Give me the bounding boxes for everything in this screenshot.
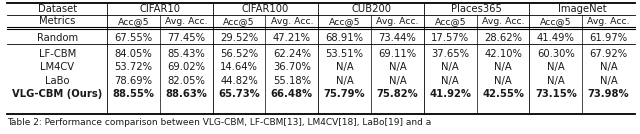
- Text: 73.98%: 73.98%: [588, 89, 629, 99]
- Text: 73.44%: 73.44%: [379, 33, 417, 43]
- Text: Avg. Acc.: Avg. Acc.: [482, 17, 524, 26]
- Text: Acc@5: Acc@5: [540, 17, 572, 26]
- Text: 88.55%: 88.55%: [113, 89, 154, 99]
- Text: 67.92%: 67.92%: [589, 49, 628, 59]
- Text: Acc@5: Acc@5: [435, 17, 466, 26]
- Text: 69.11%: 69.11%: [378, 49, 417, 59]
- Text: 37.65%: 37.65%: [431, 49, 469, 59]
- Text: Avg. Acc.: Avg. Acc.: [376, 17, 419, 26]
- Text: 82.05%: 82.05%: [167, 76, 205, 85]
- Text: 77.45%: 77.45%: [167, 33, 205, 43]
- Text: N/A: N/A: [336, 62, 353, 72]
- Text: 44.82%: 44.82%: [220, 76, 258, 85]
- Text: 78.69%: 78.69%: [115, 76, 152, 85]
- Text: 85.43%: 85.43%: [168, 49, 205, 59]
- Text: CIFAR100: CIFAR100: [242, 4, 289, 14]
- Text: 47.21%: 47.21%: [273, 33, 311, 43]
- Text: 28.62%: 28.62%: [484, 33, 522, 43]
- Text: LM4CV: LM4CV: [40, 62, 74, 72]
- Text: 14.64%: 14.64%: [220, 62, 258, 72]
- Text: Acc@5: Acc@5: [329, 17, 360, 26]
- Text: Random: Random: [36, 33, 78, 43]
- Text: 62.24%: 62.24%: [273, 49, 311, 59]
- Text: 60.30%: 60.30%: [537, 49, 575, 59]
- Text: 41.49%: 41.49%: [537, 33, 575, 43]
- Text: 75.79%: 75.79%: [324, 89, 365, 99]
- Text: Avg. Acc.: Avg. Acc.: [588, 17, 630, 26]
- Text: 69.02%: 69.02%: [167, 62, 205, 72]
- Text: 75.82%: 75.82%: [376, 89, 419, 99]
- Text: 53.72%: 53.72%: [115, 62, 152, 72]
- Text: CIFAR10: CIFAR10: [140, 4, 180, 14]
- Text: 41.92%: 41.92%: [429, 89, 471, 99]
- Text: Avg. Acc.: Avg. Acc.: [165, 17, 207, 26]
- Text: N/A: N/A: [336, 76, 353, 85]
- Text: VLG-CBM (Ours): VLG-CBM (Ours): [12, 89, 102, 99]
- Text: N/A: N/A: [600, 62, 618, 72]
- Text: 53.51%: 53.51%: [326, 49, 364, 59]
- Text: 73.15%: 73.15%: [535, 89, 577, 99]
- Text: 29.52%: 29.52%: [220, 33, 258, 43]
- Text: N/A: N/A: [494, 76, 512, 85]
- Text: N/A: N/A: [388, 62, 406, 72]
- Text: 67.55%: 67.55%: [115, 33, 152, 43]
- Text: 56.52%: 56.52%: [220, 49, 258, 59]
- Text: N/A: N/A: [442, 62, 459, 72]
- Text: N/A: N/A: [388, 76, 406, 85]
- Text: 68.91%: 68.91%: [326, 33, 364, 43]
- Text: Acc@5: Acc@5: [118, 17, 149, 26]
- Text: 36.70%: 36.70%: [273, 62, 311, 72]
- Text: 65.73%: 65.73%: [218, 89, 260, 99]
- Text: 84.05%: 84.05%: [115, 49, 152, 59]
- Text: Places365: Places365: [451, 4, 502, 14]
- Text: ImageNet: ImageNet: [558, 4, 607, 14]
- Text: 17.57%: 17.57%: [431, 33, 469, 43]
- Text: Table 2: Performance comparison between VLG-CBM, LF-CBM[13], LM4CV[18], LaBo[19]: Table 2: Performance comparison between …: [8, 118, 432, 127]
- Text: N/A: N/A: [547, 76, 564, 85]
- Text: 42.55%: 42.55%: [482, 89, 524, 99]
- Text: LF-CBM: LF-CBM: [38, 49, 76, 59]
- Text: LaBo: LaBo: [45, 76, 70, 85]
- Text: 88.63%: 88.63%: [165, 89, 207, 99]
- Text: Avg. Acc.: Avg. Acc.: [271, 17, 313, 26]
- Text: N/A: N/A: [600, 76, 618, 85]
- Text: 66.48%: 66.48%: [271, 89, 313, 99]
- Text: 42.10%: 42.10%: [484, 49, 522, 59]
- Text: Dataset: Dataset: [38, 4, 77, 14]
- Text: Metrics: Metrics: [39, 16, 76, 26]
- Text: 61.97%: 61.97%: [589, 33, 628, 43]
- Text: N/A: N/A: [547, 62, 564, 72]
- Text: 55.18%: 55.18%: [273, 76, 311, 85]
- Text: N/A: N/A: [494, 62, 512, 72]
- Text: N/A: N/A: [442, 76, 459, 85]
- Text: CUB200: CUB200: [351, 4, 391, 14]
- Text: Acc@5: Acc@5: [223, 17, 255, 26]
